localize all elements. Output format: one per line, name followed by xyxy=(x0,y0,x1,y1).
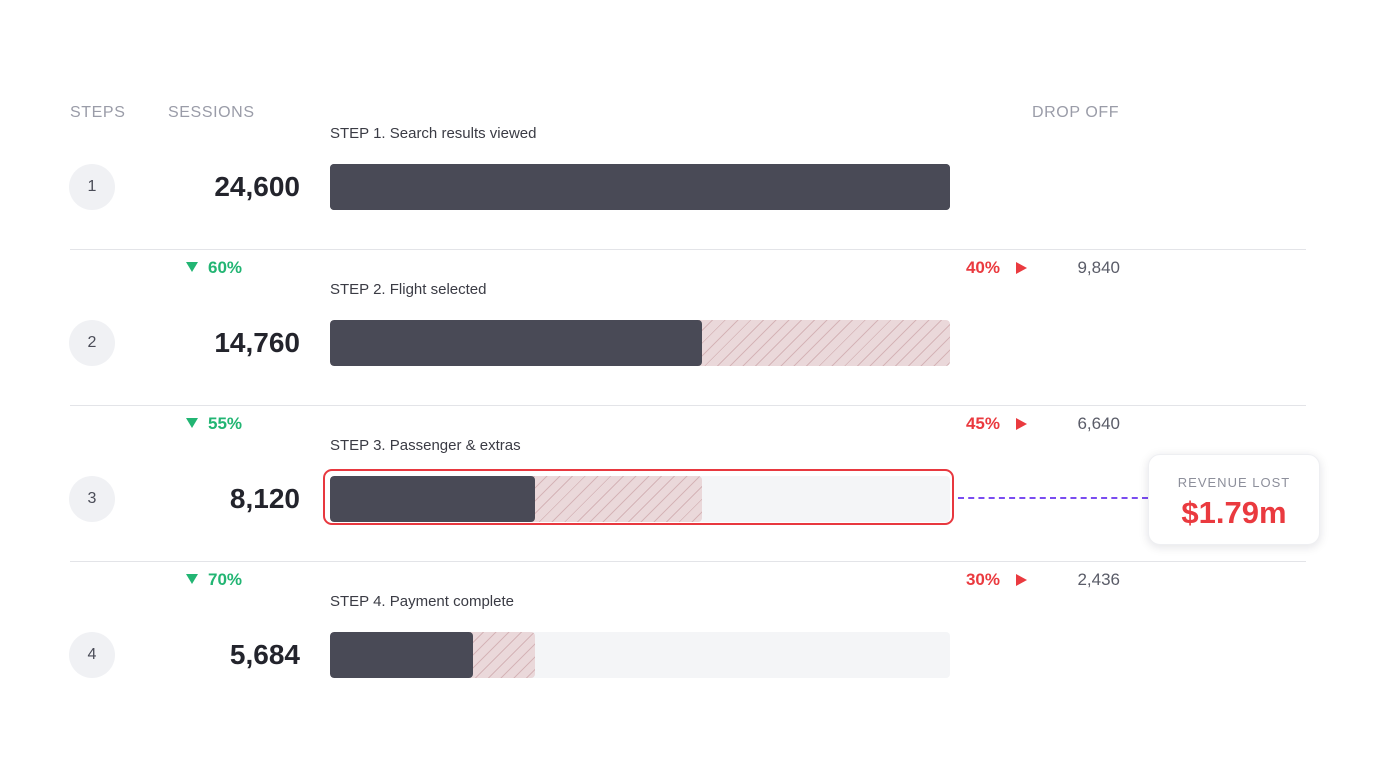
sessions-column-header: SESSIONS xyxy=(168,104,255,121)
step-number-badge: 3 xyxy=(69,476,115,522)
conversion-rate-value: 55% xyxy=(208,414,243,433)
step-sessions-value: 8,120 xyxy=(229,483,300,514)
step-bar-fill xyxy=(330,320,702,366)
drop-off-column-header: DROP OFF xyxy=(1032,104,1120,121)
step-bar-track xyxy=(330,476,950,522)
step-bar-track xyxy=(330,164,950,210)
step-bar-track xyxy=(330,320,950,366)
funnel-step-2: 2 14,760 STEP 2. Flight selected xyxy=(0,281,1376,440)
step-divider xyxy=(70,249,1306,250)
conversion-rate-value: 60% xyxy=(208,258,243,277)
drop-off-percent: 30% xyxy=(965,570,1000,589)
step-divider xyxy=(70,405,1306,406)
revenue-connector-line xyxy=(958,497,1148,499)
step-divider xyxy=(70,561,1306,562)
funnel-step-1: 1 24,600 STEP 1. Search results viewed xyxy=(0,125,1376,284)
conversion-rate-value: 70% xyxy=(208,570,243,589)
right-triangle-icon xyxy=(1016,262,1027,274)
funnel-step-4: 4 5,684 STEP 4. Payment complete xyxy=(0,593,1376,752)
drop-off-count: 9,840 xyxy=(1077,258,1120,277)
step-bar-fill xyxy=(330,476,535,522)
step-number-badge: 4 xyxy=(69,632,115,678)
step-label: STEP 3. Passenger & extras xyxy=(330,437,521,454)
revenue-lost-title: REVENUE LOST xyxy=(1177,475,1291,490)
step-number-badge: 1 xyxy=(69,164,115,210)
step-label: STEP 2. Flight selected xyxy=(330,281,487,298)
steps-column-header: STEPS xyxy=(70,104,126,121)
transition-row: 70% 30% 2,436 xyxy=(0,570,1376,590)
drop-off-percent: 40% xyxy=(965,258,1000,277)
conversion-rate: 55% xyxy=(186,414,242,434)
step-bar-fill xyxy=(330,164,950,210)
step-label: STEP 4. Payment complete xyxy=(330,593,514,610)
conversion-rate: 70% xyxy=(186,570,242,590)
conversion-rate: 60% xyxy=(186,258,242,278)
step-label: STEP 1. Search results viewed xyxy=(330,125,537,142)
drop-off-count: 6,640 xyxy=(1077,414,1120,433)
drop-off-percent: 45% xyxy=(965,414,1000,433)
step-sessions-value: 14,760 xyxy=(214,327,300,358)
step-sessions-value: 5,684 xyxy=(229,639,300,670)
revenue-lost-card: REVENUE LOST $1.79m xyxy=(1148,454,1320,545)
revenue-lost-value: $1.79m xyxy=(1181,495,1287,530)
step-sessions-value: 24,600 xyxy=(214,171,300,202)
right-triangle-icon xyxy=(1016,418,1027,430)
funnel-step-3: 3 8,120 STEP 3. Passenger & extras xyxy=(0,437,1376,596)
down-triangle-icon xyxy=(186,418,198,428)
highlighted-step-outline xyxy=(323,469,954,525)
down-triangle-icon xyxy=(186,574,198,584)
drop-off-count: 2,436 xyxy=(1077,570,1120,589)
step-number-badge: 2 xyxy=(69,320,115,366)
right-triangle-icon xyxy=(1016,574,1027,586)
transition-row: 60% 40% 9,840 xyxy=(0,258,1376,278)
transition-row: 55% 45% 6,640 xyxy=(0,414,1376,434)
step-bar-track xyxy=(330,632,950,678)
step-bar-fill xyxy=(330,632,474,678)
down-triangle-icon xyxy=(186,262,198,272)
